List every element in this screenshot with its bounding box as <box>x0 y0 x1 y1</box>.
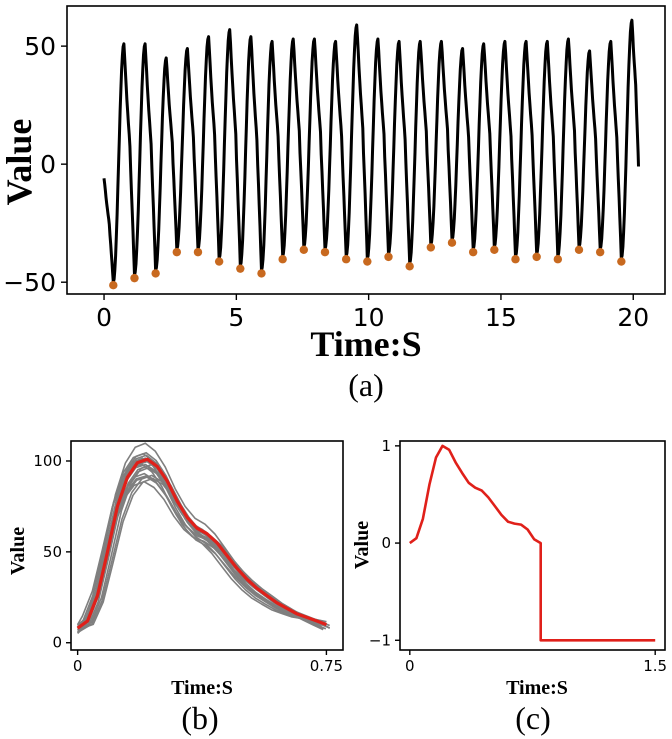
panel-b-frame <box>70 440 344 651</box>
panel-0-xtick-label: 0 <box>96 303 112 332</box>
panel-a-trough-marker <box>532 252 541 262</box>
panel-a-trough-marker <box>384 252 393 262</box>
panel-1-xtick-label: 0 <box>73 657 83 675</box>
panel-c-series-layer <box>409 444 656 642</box>
panel-a-trough-marker <box>299 245 309 254</box>
panel-a-trough-marker <box>193 247 203 257</box>
panel-a-trough-marker <box>426 243 436 252</box>
panel-1-ytick-label: 100 <box>33 452 62 470</box>
panel-a-signal-line <box>102 18 640 284</box>
panel-a-trough-marker <box>595 247 605 257</box>
panel-1-ytick-label: 0 <box>52 634 62 652</box>
panel-a-trough-marker <box>617 257 626 266</box>
panel-b: 0 0.75 100 50 0 Time:S Value (b) <box>7 440 344 736</box>
panel-b-sample-curve <box>77 475 326 629</box>
panel-1-ytick-label: 50 <box>43 543 62 561</box>
panel-a-ticks: 0 5 10 15 20 50 0 −50 <box>3 32 649 332</box>
panel-c-xlabel: Time:S <box>506 677 568 699</box>
panel-c-ticks: 0 1.5 1 0 −1 <box>369 437 667 675</box>
panel-a-ylabel: Value <box>0 119 39 206</box>
panel-a-caption: (a) <box>348 367 384 403</box>
panel-2-ytick-label: 0 <box>381 534 391 552</box>
panel-b-caption: (b) <box>181 700 218 736</box>
panel-a-trough-marker <box>405 262 414 271</box>
panel-2-xtick-label: 0 <box>405 657 415 675</box>
panel-0-xtick-label: 5 <box>228 303 244 332</box>
panel-c: 0 1.5 1 0 −1 Time:S Value (c) <box>351 437 667 736</box>
panel-b-mean-curve <box>76 457 327 630</box>
panel-0-ytick-label: 0 <box>40 150 56 179</box>
panel-2-xtick-label: 1.5 <box>643 657 667 675</box>
panel-0-ytick-label: −50 <box>3 268 56 297</box>
panel-b-xlabel: Time:S <box>171 677 233 699</box>
panel-a-trough-marker <box>341 255 351 264</box>
panel-a-trough-marker <box>363 257 372 266</box>
panel-a-trough-marker <box>490 245 499 254</box>
panel-a-series-layer <box>102 18 640 284</box>
panel-0-xtick-label: 15 <box>485 303 517 332</box>
panel-0-xtick-label: 20 <box>617 303 649 332</box>
panel-a-trough-marker <box>172 247 182 257</box>
panel-b-ticks: 0 0.75 100 50 0 <box>33 452 343 675</box>
panel-2-ytick-label: 1 <box>381 437 391 455</box>
panel-c-frame <box>399 440 666 651</box>
panel-a-trough-marker <box>130 273 139 283</box>
panel-a-frame <box>66 5 666 295</box>
panel-c-caption: (c) <box>515 700 551 736</box>
panel-a-marker-layer <box>109 238 626 290</box>
panel-a-trough-marker <box>236 264 245 273</box>
panel-a-trough-marker <box>109 280 118 290</box>
panel-a-trough-marker <box>214 257 224 266</box>
panel-a: 0 5 10 15 20 50 0 −50 Time:S Value (a) <box>0 5 666 403</box>
panel-a-trough-marker <box>553 255 563 264</box>
panel-a-trough-marker <box>257 269 266 278</box>
panel-a-trough-marker <box>151 269 160 278</box>
panel-a-trough-marker <box>574 245 584 254</box>
panel-b-ylabel: Value <box>7 527 29 575</box>
panel-c-template-curve <box>409 444 656 642</box>
panel-a-trough-marker <box>447 238 457 247</box>
panel-a-trough-marker <box>511 255 520 264</box>
panel-c-ylabel: Value <box>351 521 373 569</box>
panel-a-xlabel: Time:S <box>310 324 421 364</box>
panel-a-trough-marker <box>278 255 287 264</box>
panel-1-xtick-label: 0.75 <box>310 657 343 675</box>
panel-b-series-layer <box>76 442 331 634</box>
panel-0-xtick-label: 10 <box>353 303 385 332</box>
panel-a-trough-marker <box>468 247 478 257</box>
panel-2-ytick-label: −1 <box>369 631 391 649</box>
panel-0-ytick-label: 50 <box>24 32 56 61</box>
panel-a-trough-marker <box>320 247 330 257</box>
